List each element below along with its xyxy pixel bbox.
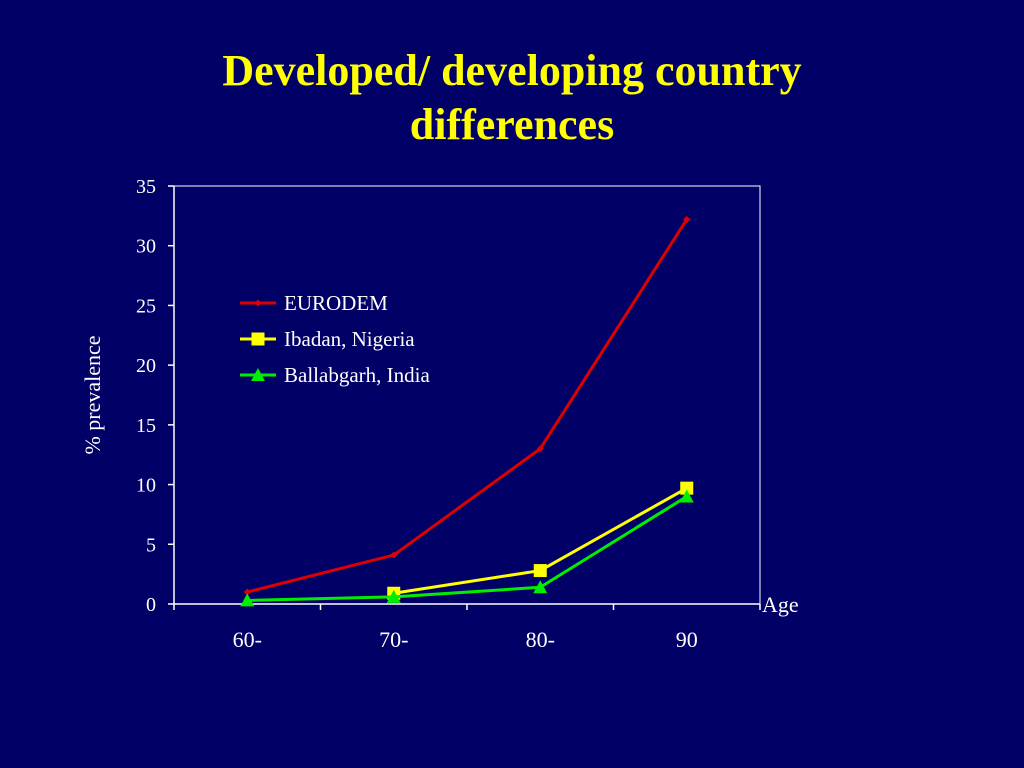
data-point-marker <box>533 564 547 578</box>
legend-label: Ibadan, Nigeria <box>284 327 415 351</box>
series-line <box>246 218 689 594</box>
y-tick-label: 35 <box>136 176 156 198</box>
slide-title-line1: Developed/ developing country <box>222 46 802 95</box>
y-axis-ticks: 0 5 10 15 20 25 30 35 <box>136 176 174 616</box>
x-tick-label: 60- <box>233 627 262 652</box>
series-line <box>247 495 688 602</box>
data-point-marker <box>679 489 694 503</box>
data-point-marker <box>390 551 398 559</box>
slide-title: Developed/ developing country difference… <box>0 44 1024 152</box>
x-tick-label: 70- <box>379 627 408 652</box>
y-tick-label: 15 <box>136 415 156 437</box>
series-lines <box>240 215 694 607</box>
series-ibadan-nigeria <box>387 481 694 600</box>
data-point-marker <box>240 593 255 607</box>
data-point-marker <box>243 588 251 596</box>
y-tick-label: 10 <box>136 475 156 497</box>
x-axis-ticks: 60- 70- 80- 90 <box>173 604 761 652</box>
data-point-marker <box>536 445 544 453</box>
series-line <box>393 486 688 595</box>
x-tick-label: 90 <box>676 627 698 652</box>
slide-title-line2: differences <box>409 100 615 149</box>
x-axis-label: Age <box>762 592 799 617</box>
y-tick-label: 5 <box>146 534 156 556</box>
y-tick-label: 25 <box>136 295 156 317</box>
y-axis-label: % prevalence <box>80 335 105 454</box>
y-tick-label: 0 <box>146 594 156 616</box>
y-tick-label: 30 <box>136 236 156 258</box>
data-point-marker <box>683 215 691 223</box>
x-tick-label: 80- <box>526 627 555 652</box>
plot-area-border <box>173 185 761 605</box>
legend-label: EURODEM <box>284 291 388 315</box>
legend: EURODEM Ibadan, Nigeria Ballabgarh, India <box>240 291 430 387</box>
legend-swatch-marker <box>251 368 265 381</box>
legend-swatch-marker <box>254 299 262 307</box>
legend-swatch-marker <box>251 332 265 346</box>
series-ballabgarh-india <box>240 489 694 607</box>
y-tick-label: 20 <box>136 355 156 377</box>
legend-label: Ballabgarh, India <box>284 363 430 387</box>
data-point-marker <box>533 580 548 594</box>
series-eurodem <box>243 215 691 596</box>
data-point-marker <box>386 589 401 603</box>
